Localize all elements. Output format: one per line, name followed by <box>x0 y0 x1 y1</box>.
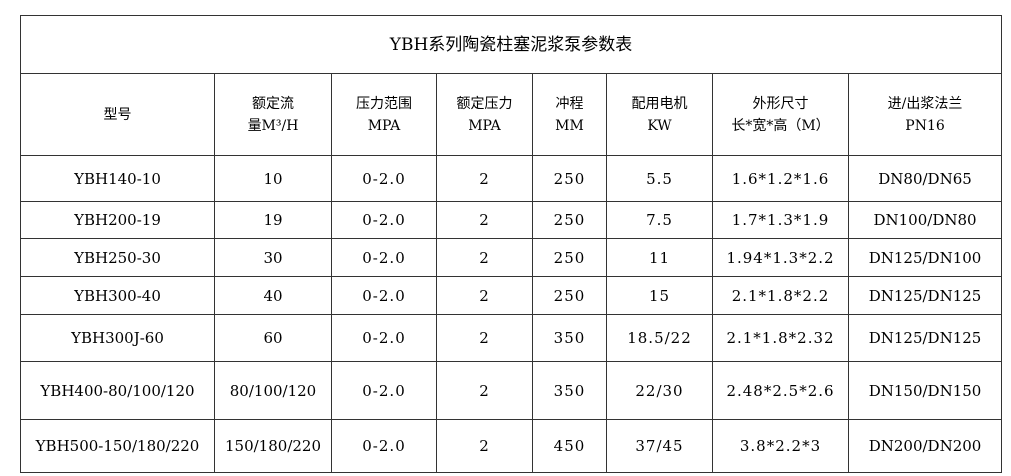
table-cell: 150/180/220 <box>214 419 332 473</box>
table-cell: 10 <box>214 155 332 202</box>
header-line: 压力范围 <box>356 95 412 112</box>
table-cell: 2 <box>436 201 533 239</box>
parameter-table: YBH系列陶瓷柱塞泥浆泵参数表 型号 额定流量M³/H 压力范围 MPA 额定压力 MPA… <box>19 15 1003 473</box>
table-cell: 0-2.0 <box>331 314 437 362</box>
table-cell: 18.5/22 <box>606 314 713 362</box>
table-cell: 250 <box>532 238 607 277</box>
table-cell: 350 <box>532 361 607 420</box>
table-cell: 11 <box>606 238 713 277</box>
table-cell: 60 <box>214 314 332 362</box>
table-cell: DN150/DN150 <box>847 361 1003 420</box>
column-header: 冲程 MM <box>532 73 607 156</box>
header-line: 额定压力 <box>456 95 513 112</box>
table-cell: 19 <box>214 201 332 239</box>
table-cell: 2 <box>436 314 533 362</box>
header-line: 长*宽*高（M） <box>731 117 830 134</box>
header-line: 冲程 <box>555 95 584 112</box>
header-line: 进/出浆法兰 <box>887 95 963 112</box>
table-cell: DN200/DN200 <box>847 419 1003 473</box>
table-cell: 5.5 <box>606 155 713 202</box>
table-cell: 1.6*1.2*1.6 <box>712 155 849 202</box>
table-cell: 2 <box>436 276 533 315</box>
table-cell: YBH140-10 <box>20 155 215 202</box>
table-cell: YBH500-150/180/220 <box>20 419 215 473</box>
table-cell: YBH200-19 <box>20 201 215 239</box>
column-header: 配用电机 KW <box>606 73 713 156</box>
header-line: 额定流 <box>252 95 294 112</box>
table-cell: 250 <box>532 201 607 239</box>
header-line: 型号 <box>103 106 132 123</box>
table-cell: DN125/DN100 <box>847 238 1003 277</box>
header-line: KW <box>647 117 672 134</box>
table-cell: 40 <box>214 276 332 315</box>
header-line: 量M³/H <box>247 117 299 134</box>
table-cell: 450 <box>532 419 607 473</box>
table-cell: 1.94*1.3*2.2 <box>712 238 849 277</box>
table-cell: 1.7*1.3*1.9 <box>712 201 849 239</box>
table-cell: 2 <box>436 361 533 420</box>
table-row: YBH400-80/100/120 80/100/120 0-2.0 2 350 22/3… <box>20 361 1003 420</box>
table-cell: 0-2.0 <box>331 419 437 473</box>
table-row: YBH500-150/180/220 150/180/220 0-2.0 2 450 37… <box>20 419 1003 473</box>
table-cell: 0-2.0 <box>331 201 437 239</box>
table-cell: 250 <box>532 155 607 202</box>
table-cell: 0-2.0 <box>331 155 437 202</box>
table-cell: 22/30 <box>606 361 713 420</box>
column-header: 型号 <box>20 73 215 156</box>
header-line: MPA <box>468 117 501 134</box>
table-title: YBH系列陶瓷柱塞泥浆泵参数表 <box>19 15 1003 74</box>
table-cell: 7.5 <box>606 201 713 239</box>
table-cell: 2.1*1.8*2.2 <box>712 276 849 315</box>
table-cell: 15 <box>606 276 713 315</box>
table-cell: 2 <box>436 419 533 473</box>
table-cell: DN100/DN80 <box>847 201 1003 239</box>
table-cell: YBH250-30 <box>20 238 215 277</box>
table-cell: 250 <box>532 276 607 315</box>
table-row: YBH250-30 30 0-2.0 2 250 11 1.94*1.3*2.2 DN125/… <box>20 238 1003 277</box>
table-row: YBH300-40 40 0-2.0 2 250 15 2.1*1.8*2.2 DN125/D… <box>20 276 1003 315</box>
header-line: MPA <box>367 117 401 134</box>
table-cell: 2.1*1.8*2.32 <box>712 314 849 362</box>
table-cell: 2 <box>436 155 533 202</box>
column-header: 进/出浆法兰 PN16 <box>847 73 1003 156</box>
table-cell: 3.8*2.2*3 <box>712 419 849 473</box>
column-header: 外形尺寸长*宽*高（M） <box>712 73 849 156</box>
table-cell: 350 <box>532 314 607 362</box>
table-cell: YBH300J-60 <box>20 314 215 362</box>
header-line: MM <box>555 117 584 134</box>
table-cell: 80/100/120 <box>214 361 332 420</box>
table-row: YBH300J-60 60 0-2.0 2 350 18.5/22 2.1*1.8*2.32… <box>20 314 1003 362</box>
table-cell: 2.48*2.5*2.6 <box>712 361 849 420</box>
table-cell: 30 <box>214 238 332 277</box>
table-cell: 0-2.0 <box>331 276 437 315</box>
header-line: 外形尺寸 <box>752 95 809 112</box>
table-row: YBH200-19 19 0-2.0 2 250 7.5 1.7*1.3*1.9 DN100/… <box>20 201 1003 239</box>
header-line: PN16 <box>905 117 945 134</box>
table-cell: DN125/DN125 <box>847 276 1003 315</box>
table-cell: 0-2.0 <box>331 238 437 277</box>
header-row: 型号 额定流量M³/H 压力范围 MPA 额定压力 MPA 冲程 MM 配用电机 KW 外形尺寸长*… <box>20 73 1003 156</box>
table-cell: DN80/DN65 <box>847 155 1003 202</box>
table-cell: YBH400-80/100/120 <box>20 361 215 420</box>
table-cell: 0-2.0 <box>331 361 437 420</box>
column-header: 压力范围 MPA <box>331 73 437 156</box>
table-cell: DN125/DN125 <box>847 314 1003 362</box>
column-header: 额定流量M³/H <box>214 73 332 156</box>
table-cell: 2 <box>436 238 533 277</box>
header-line: 配用电机 <box>631 95 688 112</box>
table-cell: 37/45 <box>606 419 713 473</box>
table-cell: YBH300-40 <box>20 276 215 315</box>
table-row: YBH140-10 10 0-2.0 2 250 5.5 1.6*1.2*1.6 DN80/D… <box>20 155 1003 202</box>
column-header: 额定压力 MPA <box>436 73 533 156</box>
